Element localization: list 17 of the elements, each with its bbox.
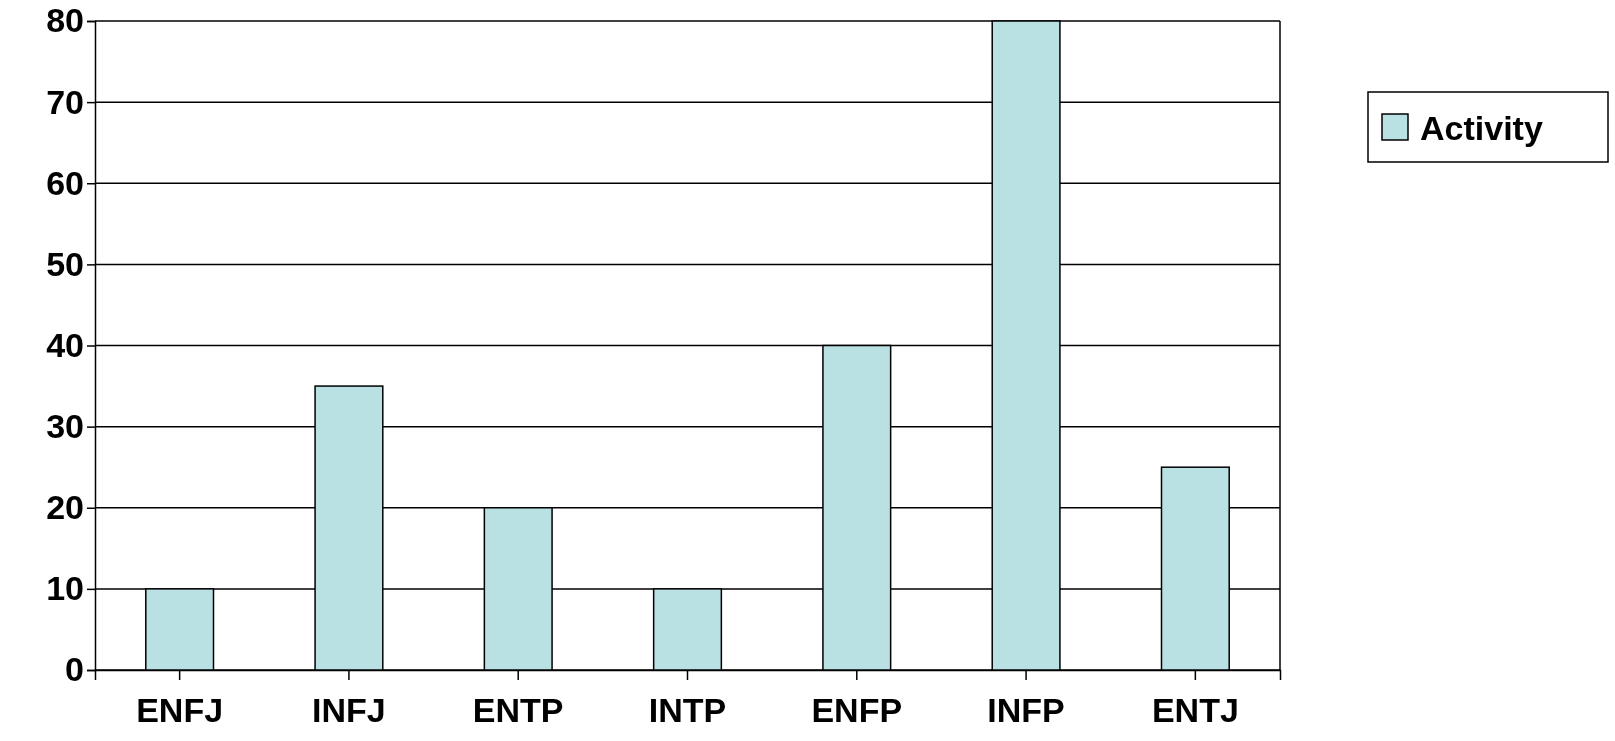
x-tick-label: ENFJ — [136, 691, 224, 730]
x-tick-label: INFP — [987, 691, 1065, 730]
y-tick-label: 10 — [46, 569, 84, 608]
y-tick-label: 30 — [46, 407, 84, 446]
y-tick-label: 80 — [46, 1, 84, 40]
x-tick-label: ENTJ — [1151, 691, 1239, 730]
y-tick-label: 50 — [46, 244, 84, 283]
x-tick-label: INTP — [648, 691, 727, 730]
y-tick-label: 20 — [46, 488, 84, 527]
y-tick-label: 40 — [46, 325, 84, 364]
x-tick-label: INFJ — [312, 691, 386, 730]
y-tick-label: 0 — [65, 650, 84, 689]
legend-label: Activity — [1420, 109, 1543, 147]
y-tick-label: 70 — [46, 82, 84, 121]
y-tick-label: 60 — [46, 163, 84, 202]
x-tick-label: ENFP — [811, 691, 903, 730]
x-tick-label: ENTP — [472, 691, 564, 730]
